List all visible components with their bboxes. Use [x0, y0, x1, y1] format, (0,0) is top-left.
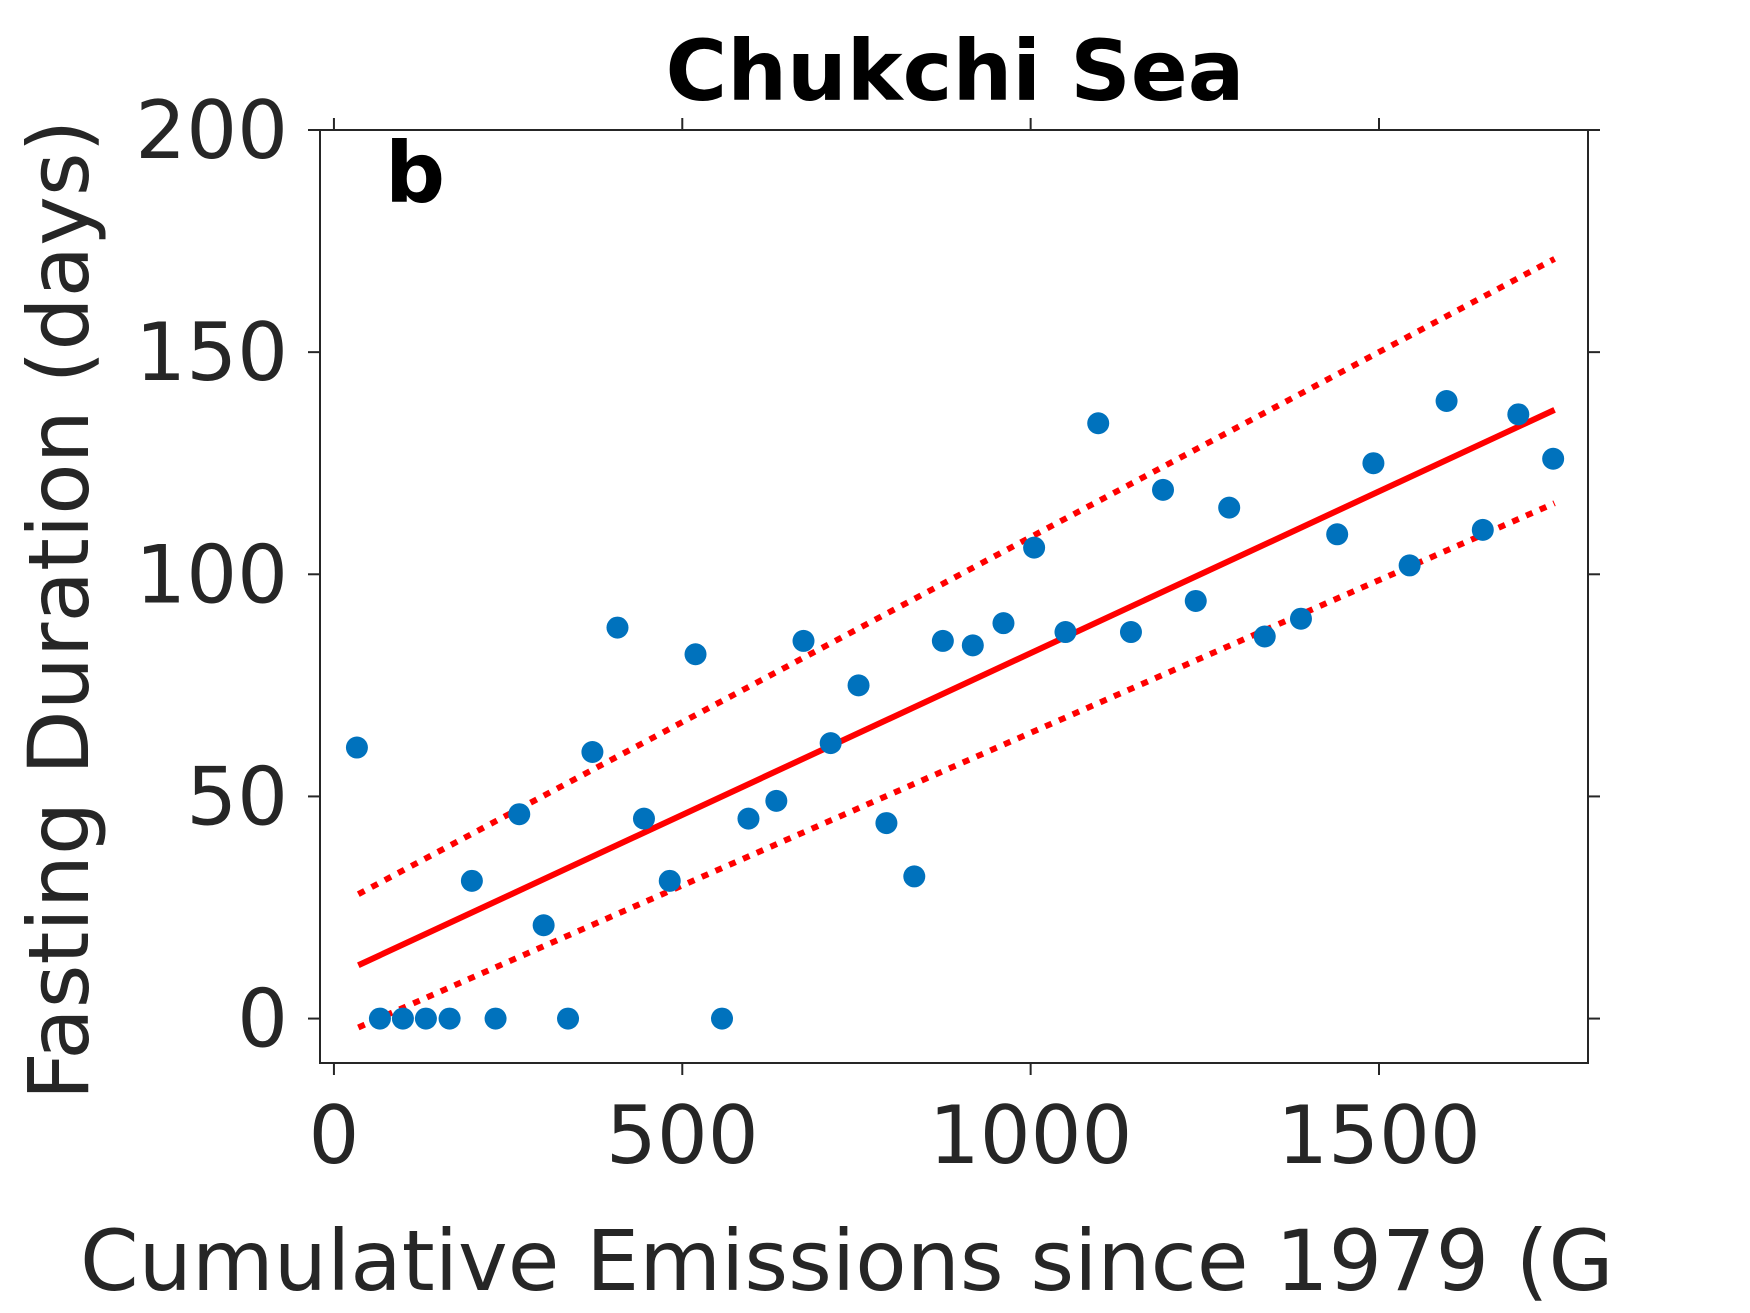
data-point: [658, 869, 681, 892]
data-point: [484, 1007, 507, 1030]
data-point: [737, 807, 760, 830]
data-point: [438, 1007, 461, 1030]
data-point: [961, 634, 984, 657]
data-point: [1398, 554, 1421, 577]
data-point: [903, 865, 926, 888]
plot-frame: [319, 129, 1589, 1064]
y-tick-label: 100: [135, 528, 288, 621]
fit-lines: [356, 256, 1556, 1031]
data-point: [931, 629, 954, 652]
x-tick-label: 500: [606, 1089, 759, 1182]
data-point: [684, 643, 707, 666]
data-point: [1218, 496, 1241, 519]
data-point: [1471, 518, 1494, 541]
data-point: [1289, 607, 1312, 630]
data-point: [632, 807, 655, 830]
y-tick-label: 200: [135, 84, 288, 177]
data-point: [819, 732, 842, 755]
confidence-line: [356, 256, 1556, 897]
data-point: [792, 629, 815, 652]
data-point: [1119, 621, 1142, 644]
data-point: [992, 612, 1015, 635]
y-axis-label: Fasting Duration (days): [10, 120, 108, 1101]
x-tick-label: 0: [308, 1089, 359, 1182]
data-point: [1507, 403, 1530, 426]
data-point: [1253, 625, 1276, 648]
data-point: [508, 803, 531, 826]
data-point: [710, 1007, 733, 1030]
data-point: [581, 741, 604, 763]
data-point: [606, 616, 629, 639]
data-point: [1184, 589, 1207, 612]
y-tick-label: 50: [186, 750, 288, 843]
axis-tick-labels: 0 500 1000 1500 0 50 100 150 200: [135, 84, 1480, 1182]
fit-line: [357, 407, 1556, 968]
data-point: [1362, 452, 1385, 475]
axis-ticks: [308, 118, 1600, 1075]
y-tick-label: 0: [237, 973, 288, 1066]
panel-label: b: [385, 124, 445, 222]
data-points: [345, 390, 1565, 1030]
data-point: [847, 674, 870, 697]
data-point: [765, 789, 788, 812]
data-point: [1152, 478, 1175, 501]
x-tick-label: 1500: [1277, 1089, 1481, 1182]
data-point: [391, 1007, 414, 1030]
data-point: [368, 1007, 391, 1030]
y-tick-label: 150: [135, 306, 288, 399]
data-point: [1087, 412, 1110, 435]
data-point: [1054, 621, 1077, 644]
data-point: [1435, 390, 1458, 413]
data-point: [345, 736, 368, 759]
data-point: [1326, 523, 1349, 546]
chart-title: Chukchi Sea: [666, 22, 1245, 120]
plot-area: [319, 129, 1589, 1064]
data-point: [875, 812, 898, 835]
data-point: [1542, 447, 1565, 470]
confidence-line: [357, 500, 1556, 1031]
data-point: [557, 1007, 580, 1030]
x-tick-label: 1000: [929, 1089, 1133, 1182]
x-axis-label: Cumulative Emissions since 1979 (G: [80, 1212, 1614, 1310]
data-point: [414, 1007, 437, 1030]
data-point: [460, 869, 483, 892]
data-point: [532, 914, 555, 937]
data-point: [1023, 536, 1046, 559]
